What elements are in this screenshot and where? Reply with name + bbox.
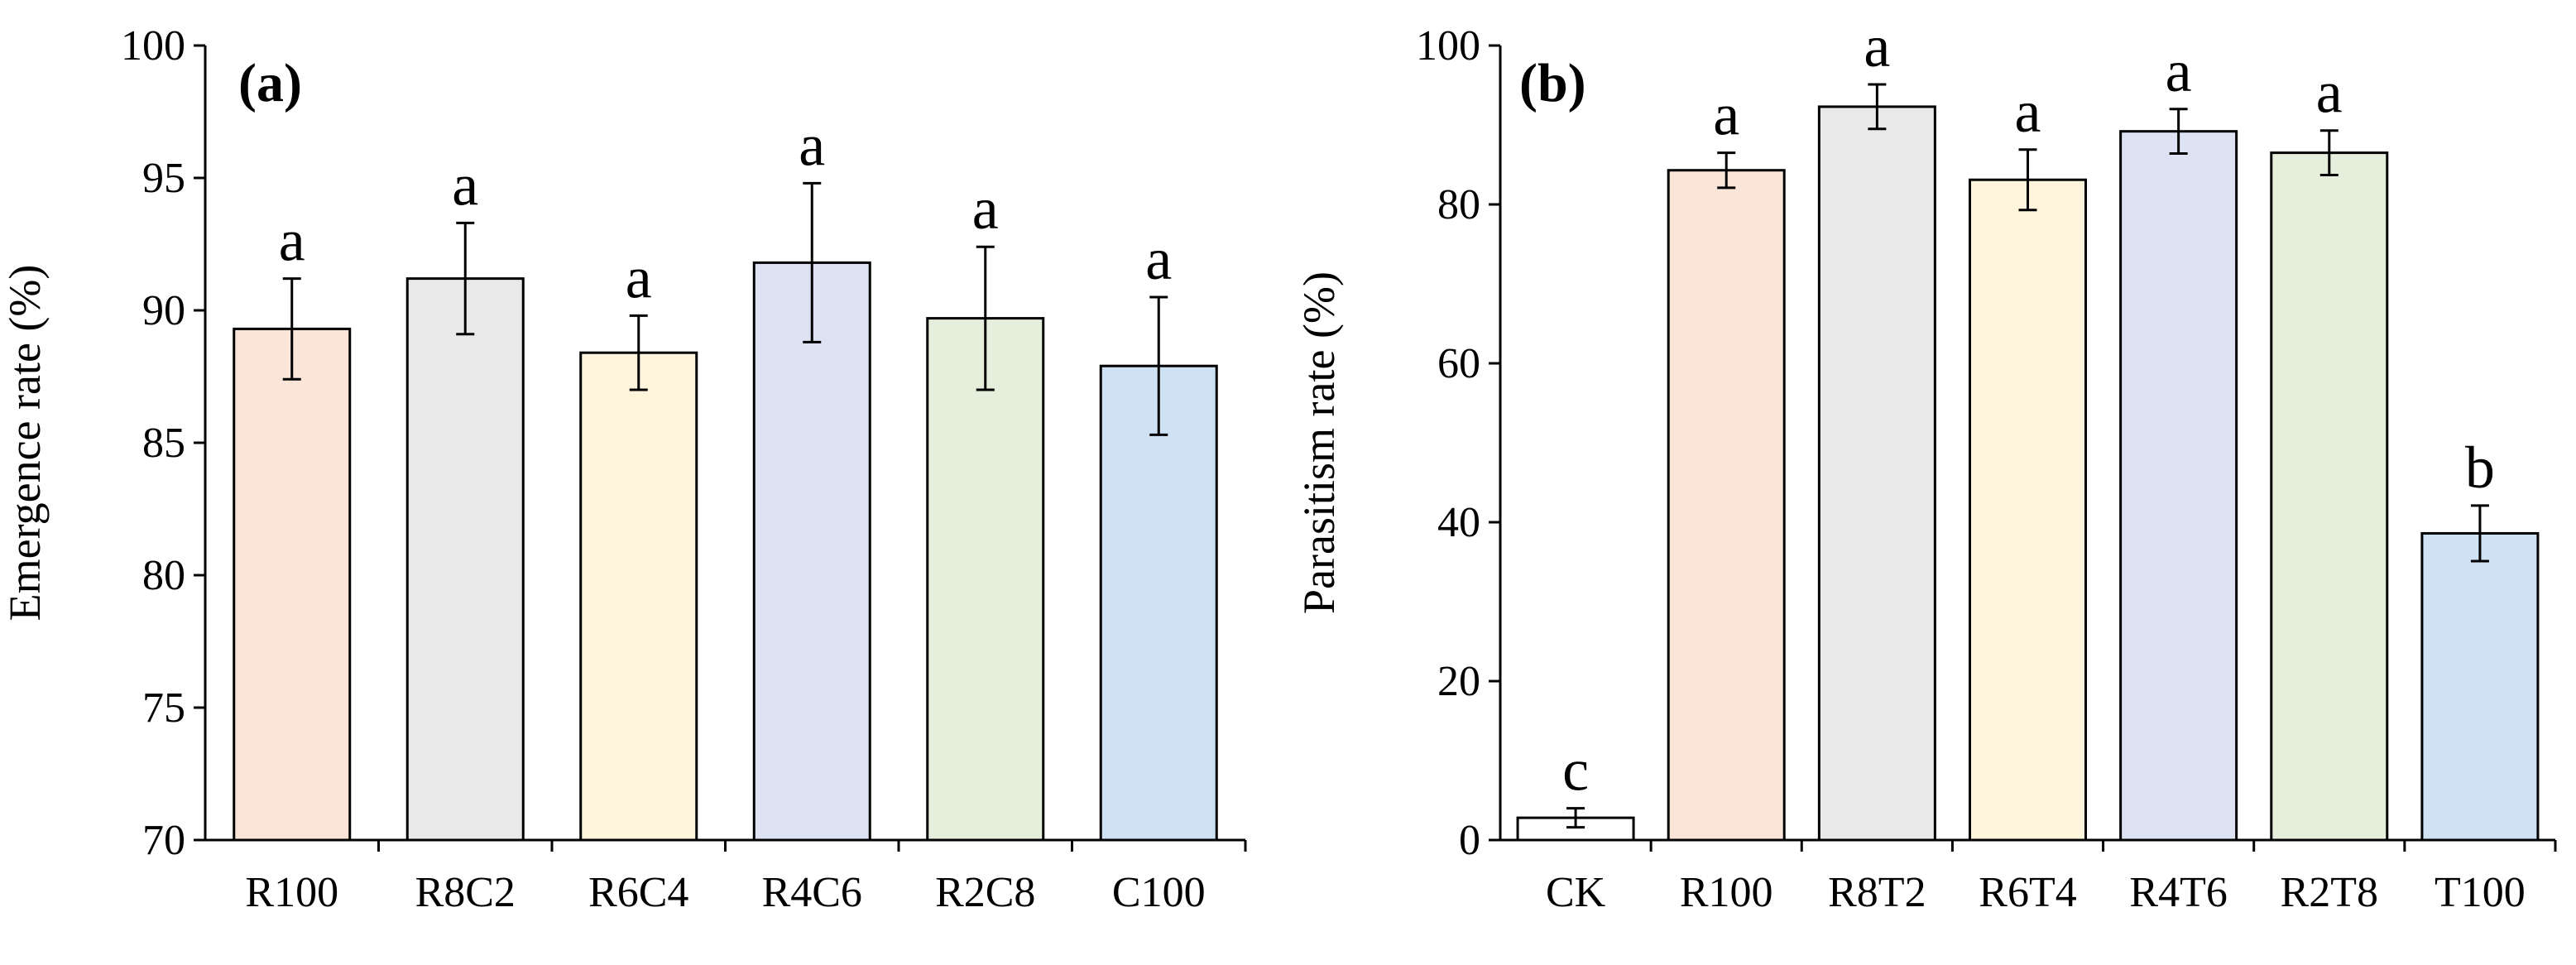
significance-label: a [972, 175, 999, 242]
x-tick-label: R4T6 [2129, 869, 2227, 916]
bar-r100 [1667, 169, 1786, 842]
x-tick-label: R100 [1680, 869, 1773, 916]
panel-label: (b) [1519, 53, 1586, 113]
bar-r6c4 [579, 351, 698, 842]
bar-c100 [1099, 364, 1218, 842]
panel-b-parasitism-rate: 0 20 40 60 80 100 c CK a R100 a R8T2 a R6T4 a R4T6 a R2T8… [1294, 13, 2557, 916]
y-tick-label: 60 [1437, 340, 1480, 387]
significance-label: c [1562, 737, 1589, 804]
significance-label: b [2465, 434, 2495, 501]
significance-label: a [626, 244, 652, 310]
bar-r2c8 [926, 317, 1045, 842]
bar-r100 [233, 327, 352, 842]
y-axis-title: Parasitism rate (%) [1294, 271, 1344, 614]
x-tick-label: R2T8 [2281, 869, 2378, 916]
x-tick-label: T100 [2434, 869, 2526, 916]
bar-r2t8 [2270, 151, 2389, 842]
y-axis-title: Emergence rate (%) [0, 265, 50, 622]
bar-r6t4 [1969, 178, 2087, 842]
bar-r8t2 [1817, 105, 1936, 842]
x-tick-label: R8C2 [415, 869, 516, 916]
x-tick-label: R2C8 [935, 869, 1035, 916]
significance-label: a [2015, 79, 2041, 145]
bar-r8c2 [405, 277, 525, 842]
significance-label: a [2316, 60, 2343, 126]
y-tick-label: 85 [142, 420, 185, 467]
y-tick-label: 0 [1459, 817, 1480, 864]
y-tick-label: 20 [1437, 658, 1480, 705]
y-tick-label: 80 [1437, 181, 1480, 228]
panel-a-emergence-rate: 70 75 80 85 90 95 100 a R100 a R8C2 a R6C4 a R4C6 a R2C8… [0, 22, 1247, 916]
y-tick-label: 100 [1416, 22, 1480, 70]
significance-label: a [1713, 82, 1739, 148]
y-tick-label: 80 [142, 552, 185, 599]
x-tick-label: R6C4 [588, 869, 688, 916]
significance-label: a [1145, 226, 1172, 292]
significance-label: a [1864, 13, 1890, 79]
bar-t100 [2420, 531, 2540, 842]
y-tick-label: 70 [142, 817, 185, 864]
bar-r4t6 [2119, 130, 2238, 842]
significance-label: a [799, 112, 825, 178]
panel-label: (a) [238, 53, 302, 113]
x-tick-label: CK [1546, 869, 1606, 916]
y-tick-label: 95 [142, 155, 185, 202]
x-tick-label: R8T2 [1828, 869, 1926, 916]
significance-label: a [452, 151, 478, 218]
x-tick-label: R6T4 [1979, 869, 2076, 916]
y-tick-label: 90 [142, 287, 185, 334]
y-tick-label: 40 [1437, 499, 1480, 546]
bar-r4c6 [752, 261, 871, 842]
significance-label: a [2166, 38, 2192, 104]
x-tick-label: R4C6 [762, 869, 862, 916]
y-tick-label: 75 [142, 684, 185, 732]
y-tick-label: 100 [121, 22, 185, 70]
x-tick-label: R100 [245, 869, 338, 916]
significance-label: a [279, 208, 305, 274]
x-tick-label: C100 [1112, 869, 1206, 916]
